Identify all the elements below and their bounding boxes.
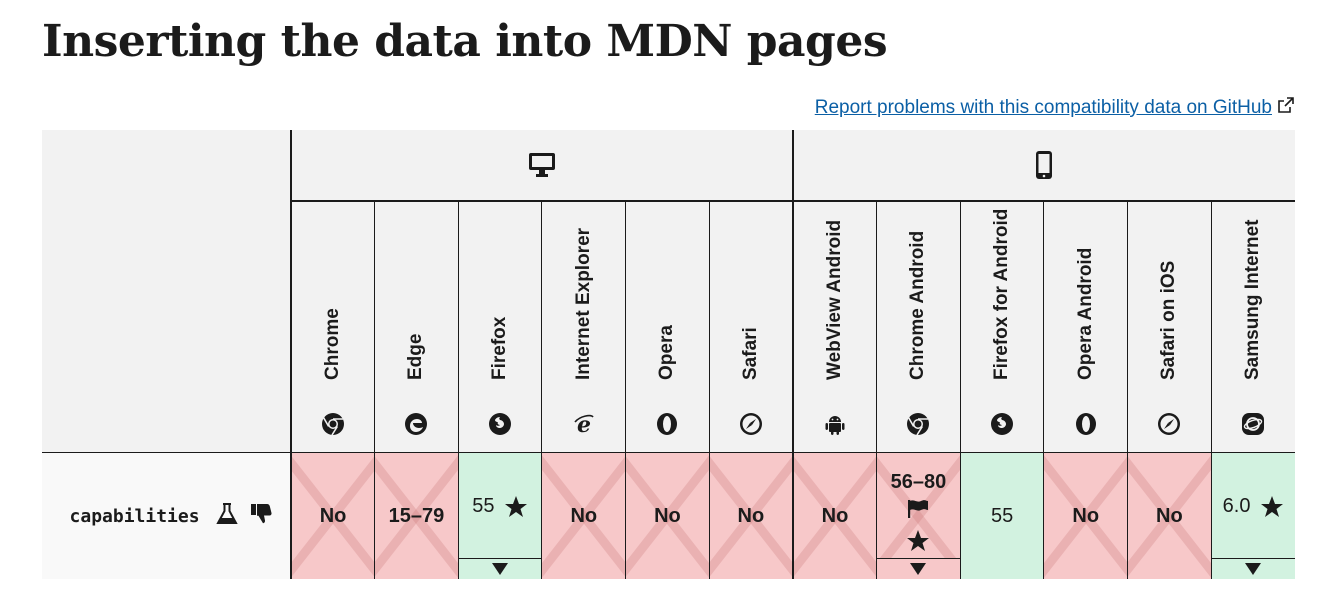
support-label: No [737,504,765,527]
external-link-icon [1278,95,1294,121]
opera-icon [657,413,678,435]
browser-header-edge: Edge [374,201,459,453]
browser-name: WebView Android [824,219,846,380]
support-cell-chrome[interactable]: No [291,452,376,579]
browser-name: Chrome Android [907,230,929,380]
support-label: 6.0 [1222,495,1251,518]
samsung-internet-icon [1242,413,1265,435]
internet-explorer-icon: e [574,412,594,436]
flag-icon [908,500,929,518]
support-cell-firefox[interactable]: 55 [458,452,543,579]
desktop-icon [528,153,555,177]
browser-name: Firefox for Android [991,208,1013,380]
support-label: 55 [472,495,495,518]
chrome-icon [907,413,930,436]
browser-name: Edge [405,333,427,380]
browser-header-chrome-android: Chrome Android [876,201,961,453]
page-title: Inserting the data into MDN pages [42,16,888,67]
feature-name-cell: capabilities [42,452,292,579]
table-corner [42,130,292,453]
browser-header-chrome: Chrome [291,201,376,453]
browser-header-safari: Safari [709,201,794,453]
safari-icon [739,413,762,435]
report-problems-link-label: Report problems with this compatibility … [814,97,1272,118]
support-cell-opera[interactable]: No [625,452,710,579]
triangle-down-icon [492,563,509,575]
browser-name: Internet Explorer [572,227,594,380]
support-cell-internet-explorer[interactable]: No [541,452,627,579]
chrome-icon [322,413,345,436]
support-label: No [654,504,681,527]
feature-name: capabilities [69,505,200,527]
support-label: 56–80 [890,471,947,493]
browser-name: Safari [739,327,761,380]
expand-toggle[interactable] [1211,558,1295,579]
browser-name: Firefox [489,316,511,380]
star-icon [505,496,528,517]
support-cell-safari[interactable]: No [709,452,794,579]
mobile-icon [1036,151,1053,179]
triangle-down-icon [1245,563,1262,575]
star-icon [1261,496,1284,517]
support-label: No [1072,504,1100,527]
support-cell-edge[interactable]: 15–79 [374,452,459,579]
browser-name: Opera Android [1074,247,1096,380]
browser-name: Safari on iOS [1158,260,1180,380]
support-label: No [319,504,347,527]
opera-icon [1075,413,1096,435]
support-cell-samsung-internet[interactable]: 6.0 [1211,452,1295,579]
star-icon [907,530,930,551]
browser-header-samsung-internet: Samsung Internet [1211,201,1295,453]
browser-header-webview-android: WebView Android [792,201,878,453]
firefox-icon [489,413,512,435]
safari-icon [1158,413,1181,435]
expand-toggle[interactable] [458,558,541,579]
browser-name: Chrome [322,308,344,380]
support-cell-webview-android[interactable]: No [792,452,878,579]
browser-header-internet-explorer: Internet Explorer e [541,201,627,453]
table-row: capabilities No 15–79 55 [42,452,1295,579]
browser-header-safari-ios: Safari on iOS [1127,201,1212,453]
triangle-down-icon [910,563,927,575]
browser-name: Opera [656,325,678,380]
browser-header-opera: Opera [625,201,710,453]
platform-mobile [792,130,1295,202]
support-cell-chrome-android[interactable]: 56–80 [876,452,961,579]
support-label: No [821,504,849,527]
support-label: 55 [990,504,1014,527]
support-label: No [570,504,598,527]
support-label: 15–79 [388,504,445,527]
android-icon [825,416,845,435]
browser-name: Samsung Internet [1242,219,1264,380]
support-cell-opera-android[interactable]: No [1043,452,1129,579]
expand-toggle[interactable] [877,558,960,579]
report-problems-link[interactable]: Report problems with this compatibility … [815,95,1294,121]
deprecated-thumbs-down-icon[interactable] [250,502,274,531]
platform-desktop [291,130,794,202]
firefox-icon [991,413,1014,435]
browser-header-firefox-android: Firefox for Android [960,201,1045,453]
support-label: No [1156,504,1183,527]
browser-header-opera-android: Opera Android [1043,201,1129,453]
edge-icon [405,413,428,435]
browser-header-firefox: Firefox [458,201,543,453]
compat-table: Chrome Edge Firefox Internet Explorer e … [42,130,1295,579]
support-cell-firefox-android[interactable]: 55 [960,452,1045,579]
experimental-flask-icon[interactable] [216,502,238,531]
support-cell-safari-ios[interactable]: No [1127,452,1212,579]
